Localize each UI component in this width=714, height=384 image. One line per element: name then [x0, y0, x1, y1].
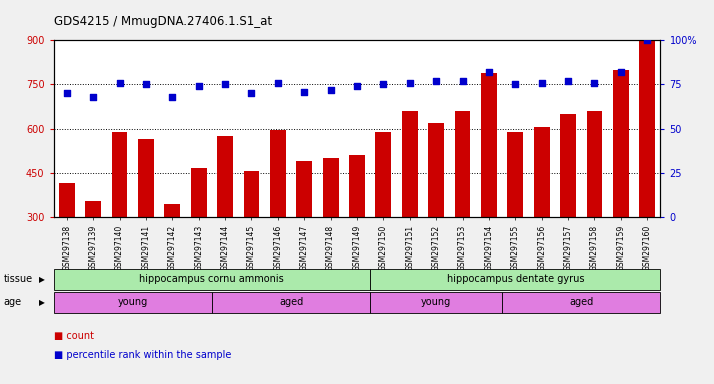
- Point: [219, 81, 231, 88]
- Point: [431, 78, 442, 84]
- Bar: [402, 111, 418, 217]
- Text: young: young: [421, 297, 451, 308]
- Bar: [111, 132, 127, 217]
- Text: young: young: [118, 297, 148, 308]
- Bar: [508, 132, 523, 217]
- Text: hippocampus dentate gyrus: hippocampus dentate gyrus: [446, 274, 584, 285]
- Point: [536, 79, 548, 86]
- Point: [114, 79, 125, 86]
- Text: ■ percentile rank within the sample: ■ percentile rank within the sample: [54, 350, 231, 360]
- Point: [140, 81, 151, 88]
- Point: [483, 69, 495, 75]
- Point: [378, 81, 389, 88]
- Point: [61, 90, 72, 96]
- Point: [563, 78, 574, 84]
- Point: [193, 83, 204, 89]
- Point: [351, 83, 363, 89]
- Text: aged: aged: [279, 297, 303, 308]
- Text: ▶: ▶: [39, 275, 45, 284]
- Bar: [270, 130, 286, 217]
- Bar: [349, 155, 365, 217]
- Point: [615, 69, 627, 75]
- Bar: [243, 171, 259, 217]
- Point: [510, 81, 521, 88]
- Point: [589, 79, 600, 86]
- Point: [642, 37, 653, 43]
- Point: [457, 78, 468, 84]
- Text: ▶: ▶: [39, 298, 45, 307]
- Point: [298, 88, 310, 94]
- Bar: [296, 161, 312, 217]
- Bar: [455, 111, 471, 217]
- Text: ■ count: ■ count: [54, 331, 94, 341]
- Bar: [217, 136, 233, 217]
- Text: hippocampus cornu ammonis: hippocampus cornu ammonis: [139, 274, 284, 285]
- Bar: [85, 201, 101, 217]
- Bar: [138, 139, 154, 217]
- Point: [246, 90, 257, 96]
- Text: age: age: [4, 297, 21, 308]
- Bar: [587, 111, 603, 217]
- Point: [272, 79, 283, 86]
- Bar: [164, 204, 180, 217]
- Bar: [481, 73, 497, 217]
- Point: [404, 79, 416, 86]
- Bar: [376, 132, 391, 217]
- Point: [166, 94, 178, 100]
- Bar: [639, 40, 655, 217]
- Text: aged: aged: [569, 297, 593, 308]
- Bar: [59, 183, 75, 217]
- Bar: [428, 123, 444, 217]
- Point: [87, 94, 99, 100]
- Bar: [323, 158, 338, 217]
- Bar: [534, 127, 550, 217]
- Bar: [613, 70, 629, 217]
- Bar: [560, 114, 576, 217]
- Text: GDS4215 / MmugDNA.27406.1.S1_at: GDS4215 / MmugDNA.27406.1.S1_at: [54, 15, 271, 28]
- Bar: [191, 169, 206, 217]
- Point: [325, 87, 336, 93]
- Text: tissue: tissue: [4, 274, 33, 285]
